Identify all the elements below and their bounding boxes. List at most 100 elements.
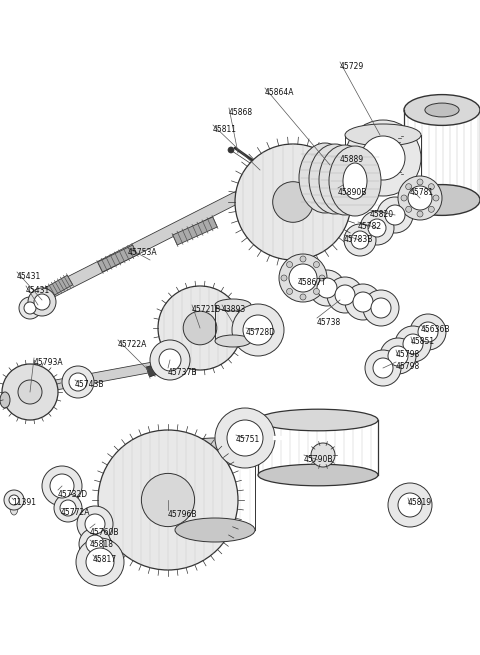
Text: 45796B: 45796B	[168, 510, 197, 519]
Text: 45783B: 45783B	[344, 235, 373, 244]
Circle shape	[76, 538, 124, 586]
Circle shape	[417, 211, 423, 217]
Ellipse shape	[345, 124, 421, 146]
Text: 45818: 45818	[90, 540, 114, 549]
Text: 45732D: 45732D	[58, 490, 88, 499]
Circle shape	[335, 285, 355, 305]
Circle shape	[428, 206, 434, 212]
Text: 45737B: 45737B	[168, 368, 197, 377]
Text: 43893: 43893	[222, 305, 246, 314]
Ellipse shape	[258, 409, 378, 431]
Polygon shape	[252, 165, 288, 190]
Circle shape	[363, 290, 399, 326]
Text: 45738: 45738	[317, 318, 341, 327]
Polygon shape	[146, 357, 180, 377]
Text: 45753A: 45753A	[128, 248, 157, 257]
Circle shape	[150, 340, 190, 380]
Text: 45781: 45781	[410, 188, 434, 197]
Circle shape	[28, 288, 56, 316]
Polygon shape	[1, 390, 20, 405]
Circle shape	[344, 224, 376, 256]
Circle shape	[428, 183, 434, 190]
Text: 45868: 45868	[229, 108, 253, 117]
Circle shape	[388, 346, 408, 366]
Circle shape	[19, 297, 41, 319]
Circle shape	[388, 483, 432, 527]
Text: 45851: 45851	[411, 337, 435, 346]
Circle shape	[24, 302, 36, 314]
Polygon shape	[173, 217, 217, 245]
Circle shape	[300, 256, 306, 262]
Text: 45636B: 45636B	[421, 325, 451, 334]
Circle shape	[215, 408, 275, 468]
Circle shape	[385, 205, 405, 225]
Circle shape	[345, 120, 421, 196]
Text: 45722A: 45722A	[118, 340, 147, 349]
Ellipse shape	[313, 160, 337, 196]
Circle shape	[50, 474, 74, 498]
Circle shape	[62, 366, 94, 398]
Text: 45798: 45798	[396, 350, 420, 359]
Circle shape	[79, 528, 111, 560]
Circle shape	[77, 506, 113, 542]
Ellipse shape	[215, 335, 251, 347]
Ellipse shape	[404, 185, 480, 215]
Circle shape	[158, 286, 242, 370]
Text: 45743B: 45743B	[75, 380, 105, 389]
Circle shape	[42, 466, 82, 506]
Text: 45728D: 45728D	[246, 328, 276, 337]
Ellipse shape	[425, 103, 459, 117]
Ellipse shape	[299, 143, 351, 213]
Circle shape	[281, 275, 287, 281]
Circle shape	[401, 195, 407, 201]
Text: 45867T: 45867T	[298, 278, 327, 287]
Circle shape	[410, 314, 446, 350]
Circle shape	[34, 294, 50, 310]
Circle shape	[287, 261, 293, 267]
Circle shape	[353, 292, 373, 312]
Circle shape	[360, 211, 394, 245]
Circle shape	[2, 364, 58, 420]
Circle shape	[433, 195, 439, 201]
Circle shape	[243, 315, 273, 345]
Text: 45721B: 45721B	[192, 305, 221, 314]
Ellipse shape	[343, 163, 367, 199]
Circle shape	[377, 197, 413, 233]
Circle shape	[142, 474, 194, 527]
Circle shape	[85, 514, 105, 534]
Text: 45431: 45431	[17, 272, 41, 281]
Circle shape	[373, 358, 393, 378]
Circle shape	[60, 500, 76, 516]
Circle shape	[361, 136, 405, 180]
Ellipse shape	[329, 146, 381, 216]
Circle shape	[317, 278, 337, 298]
Text: 45864A: 45864A	[265, 88, 295, 97]
Text: 45729: 45729	[340, 62, 364, 71]
Circle shape	[313, 261, 319, 267]
Circle shape	[365, 350, 401, 386]
Text: 45820: 45820	[370, 210, 394, 219]
Polygon shape	[146, 357, 180, 377]
Circle shape	[86, 535, 104, 553]
Ellipse shape	[323, 161, 347, 197]
Ellipse shape	[175, 518, 255, 542]
Circle shape	[227, 420, 263, 456]
Circle shape	[345, 284, 381, 320]
Circle shape	[159, 349, 181, 371]
Text: 45798: 45798	[396, 362, 420, 371]
Circle shape	[289, 264, 317, 292]
Text: 45751: 45751	[236, 435, 260, 444]
Circle shape	[309, 270, 345, 306]
Ellipse shape	[175, 438, 255, 462]
Circle shape	[351, 231, 369, 249]
Circle shape	[368, 219, 386, 237]
Circle shape	[319, 275, 325, 281]
Circle shape	[395, 326, 431, 362]
Circle shape	[18, 380, 42, 404]
Circle shape	[417, 179, 423, 185]
Circle shape	[406, 206, 412, 212]
Text: 45790B: 45790B	[304, 455, 334, 464]
Text: 45819: 45819	[408, 498, 432, 507]
Polygon shape	[37, 275, 72, 302]
Circle shape	[98, 430, 238, 570]
